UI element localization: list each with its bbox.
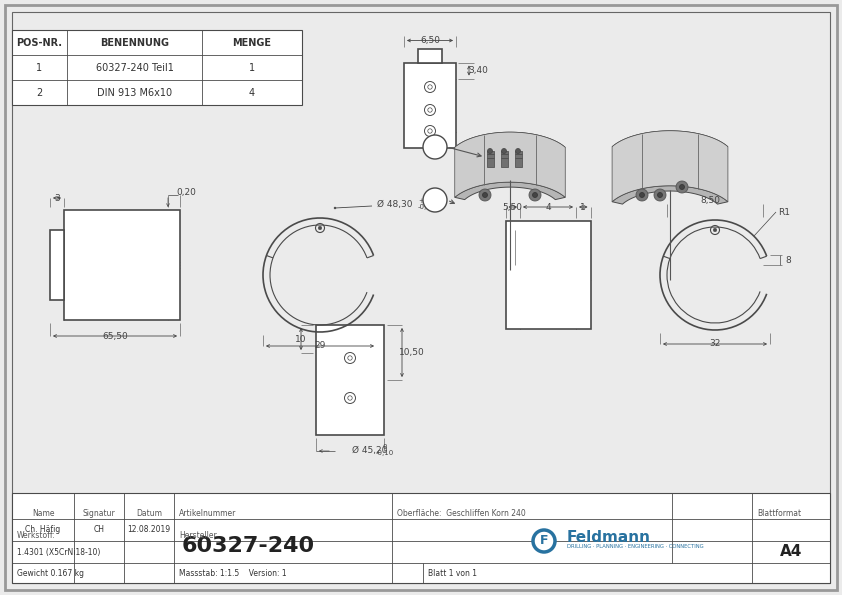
Circle shape xyxy=(658,193,663,198)
Text: A4: A4 xyxy=(780,543,802,559)
Text: 65,50: 65,50 xyxy=(102,331,128,340)
Text: BENENNUNG: BENENNUNG xyxy=(100,37,169,48)
Text: 1: 1 xyxy=(249,62,255,73)
Text: POS-NR.: POS-NR. xyxy=(17,37,62,48)
Circle shape xyxy=(676,181,688,193)
Bar xyxy=(404,62,456,148)
Polygon shape xyxy=(455,132,565,198)
Text: CH: CH xyxy=(93,525,104,534)
Text: Massstab: 1:1.5    Version: 1: Massstab: 1:1.5 Version: 1 xyxy=(179,568,286,578)
Text: Hersteller: Hersteller xyxy=(179,531,216,540)
Text: DRILLING · PLANNING · ENGINEERING · CONNECTING: DRILLING · PLANNING · ENGINEERING · CONN… xyxy=(567,543,704,549)
Circle shape xyxy=(713,228,717,232)
Text: Datum: Datum xyxy=(136,509,162,518)
Bar xyxy=(64,210,180,320)
Text: Ch. Häfig: Ch. Häfig xyxy=(25,525,61,534)
Polygon shape xyxy=(612,186,728,204)
Text: MENGE: MENGE xyxy=(232,37,271,48)
Text: 32: 32 xyxy=(709,340,721,349)
Circle shape xyxy=(488,149,493,154)
Text: 10,50: 10,50 xyxy=(399,348,425,357)
Bar xyxy=(487,151,493,167)
Text: Werkstoff:: Werkstoff: xyxy=(17,531,56,540)
Text: 3: 3 xyxy=(54,193,60,202)
Text: Feldmann: Feldmann xyxy=(567,530,651,544)
Text: Gewicht 0.167 kg: Gewicht 0.167 kg xyxy=(17,568,84,578)
Text: Blattformat: Blattformat xyxy=(757,509,801,518)
Text: -0,10: -0,10 xyxy=(418,204,436,210)
Polygon shape xyxy=(455,182,565,199)
Circle shape xyxy=(423,188,447,212)
Text: DIN 913 M6x10: DIN 913 M6x10 xyxy=(97,87,172,98)
Text: Oberfläche:  Geschliffen Korn 240: Oberfläche: Geschliffen Korn 240 xyxy=(397,509,525,518)
Text: 2: 2 xyxy=(36,87,43,98)
Circle shape xyxy=(318,226,322,230)
Text: 0: 0 xyxy=(383,444,387,450)
Text: +0,10: +0,10 xyxy=(418,198,440,204)
Text: 6,50: 6,50 xyxy=(420,36,440,45)
Polygon shape xyxy=(455,132,565,149)
Circle shape xyxy=(502,149,507,154)
Text: 4: 4 xyxy=(249,87,255,98)
Text: 1: 1 xyxy=(580,202,586,211)
Text: Ø 45,20: Ø 45,20 xyxy=(352,446,387,456)
Circle shape xyxy=(423,135,447,159)
Text: -0,10: -0,10 xyxy=(376,450,394,456)
Polygon shape xyxy=(612,131,728,202)
Text: Signatur: Signatur xyxy=(83,509,115,518)
Circle shape xyxy=(636,189,648,201)
Text: 1: 1 xyxy=(431,195,439,205)
Text: Name: Name xyxy=(32,509,54,518)
Text: 0,20: 0,20 xyxy=(176,187,196,196)
Circle shape xyxy=(334,207,336,209)
Text: 3,40: 3,40 xyxy=(468,66,488,75)
Bar xyxy=(418,49,442,62)
Circle shape xyxy=(482,193,488,198)
Text: 8,50: 8,50 xyxy=(700,196,720,205)
Circle shape xyxy=(532,193,537,198)
Circle shape xyxy=(529,189,541,201)
Circle shape xyxy=(515,149,520,154)
Bar xyxy=(514,151,521,167)
Text: 29: 29 xyxy=(314,342,326,350)
Bar xyxy=(316,325,384,435)
Circle shape xyxy=(640,193,644,198)
Text: 12.08.2019: 12.08.2019 xyxy=(127,525,171,534)
Circle shape xyxy=(479,189,491,201)
Text: Artikelnummer: Artikelnummer xyxy=(179,509,237,518)
Text: Ø 48,30: Ø 48,30 xyxy=(377,199,413,208)
Text: 1: 1 xyxy=(36,62,43,73)
Circle shape xyxy=(679,184,685,189)
Text: 10: 10 xyxy=(296,334,306,343)
Circle shape xyxy=(654,189,666,201)
Text: F: F xyxy=(540,534,548,546)
Text: R1: R1 xyxy=(778,208,790,217)
Text: 4: 4 xyxy=(545,202,551,211)
Text: 2: 2 xyxy=(431,142,439,152)
Text: 60327-240: 60327-240 xyxy=(182,536,315,556)
Text: 60327-240 Teil1: 60327-240 Teil1 xyxy=(95,62,173,73)
Bar xyxy=(12,30,302,105)
Text: 8: 8 xyxy=(785,255,791,265)
Text: Blatt 1 von 1: Blatt 1 von 1 xyxy=(428,568,477,578)
Circle shape xyxy=(533,530,555,552)
Bar xyxy=(500,151,508,167)
Polygon shape xyxy=(612,131,728,149)
Bar xyxy=(12,493,830,583)
Text: 1.4301 (X5CrNi18-10): 1.4301 (X5CrNi18-10) xyxy=(17,547,100,556)
Bar xyxy=(505,221,590,329)
Bar xyxy=(50,230,64,300)
Text: 5,50: 5,50 xyxy=(503,202,523,211)
